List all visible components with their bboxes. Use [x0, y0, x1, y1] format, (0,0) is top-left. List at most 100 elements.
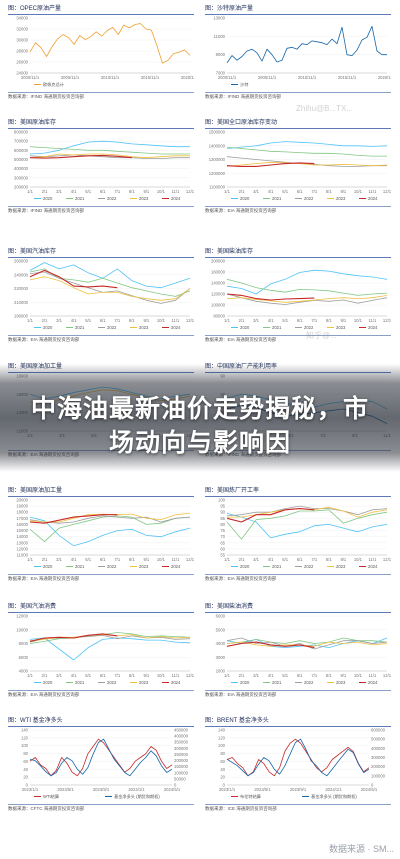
chart-plot: 2000019000180001700016000150001400013000… — [16, 498, 194, 570]
chart-panel: 图：美国汽油库存 260000 240000 220000 210000 190000 1/… — [8, 247, 194, 343]
y-tick-label: 1100000 — [209, 185, 226, 190]
y-tick-label: 210000 — [14, 300, 29, 305]
series-line — [29, 738, 173, 777]
y-tick-label: 70 — [220, 534, 225, 539]
legend-label: 2023 — [336, 325, 346, 330]
chart-panel: 图：BRENT 基金净多头 140 120 100 80 60 40 20 0 600000 500… — [205, 716, 391, 812]
y-tick-label: 19000 — [16, 504, 28, 509]
y2-tick-label: 500000 — [371, 737, 386, 742]
x-tick-label: 2005/11/1 — [61, 75, 80, 80]
y-tick-label: 1400000 — [209, 143, 226, 148]
series-line — [29, 515, 191, 542]
x-tick-label: 5/1 — [282, 673, 288, 678]
x-tick-label: 2023/5/1 — [254, 787, 271, 792]
legend-label: 2022 — [107, 680, 117, 685]
x-tick-label: 2024/1/1 — [325, 787, 342, 792]
x-tick-label: 11/1 — [369, 189, 378, 194]
x-tick-label: 5/1 — [282, 557, 288, 562]
x-tick-label: 1/1 — [27, 557, 33, 562]
title-banner — [0, 364, 400, 472]
x-tick-label: 6/1 — [100, 318, 106, 323]
y-tick-label: 40 — [220, 767, 225, 772]
y-tick-label: 3000 — [216, 655, 226, 660]
y-tick-label: 6000 — [216, 614, 226, 619]
chart-title: 图：美国汽油消费 — [8, 602, 194, 613]
legend-label: 2024 — [368, 196, 378, 201]
series-line — [226, 509, 388, 540]
y-tick-label: 26000 — [16, 60, 28, 65]
legend-label: 基金净多头 (期货和期权) — [311, 793, 357, 800]
chart-source: 数据来源：EIA 海通期货投资咨询部 — [205, 335, 391, 344]
legend-label: 2022 — [304, 196, 314, 201]
x-tick-label: 2023/9/1 — [93, 787, 110, 792]
y2-tick-label: 300000 — [174, 746, 189, 751]
series-line — [226, 293, 315, 301]
y-tick-label: 8000 — [19, 641, 29, 646]
y-tick-label: 200000 — [14, 185, 29, 190]
y-tick-label: 55 — [220, 553, 225, 558]
y-tick-label: 5000 — [216, 627, 226, 632]
legend-label: 2023 — [336, 680, 346, 685]
x-tick-label: 4/1 — [71, 673, 77, 678]
legend-label: 2021 — [272, 325, 282, 330]
y-tick-label: 75 — [220, 528, 225, 533]
y-tick-label: 80 — [220, 522, 225, 527]
x-tick-label: 8/1 — [129, 189, 135, 194]
x-tick-label: 8/1 — [129, 318, 135, 323]
x-tick-label: 11/1 — [172, 557, 181, 562]
legend-label: 2022 — [304, 680, 314, 685]
x-tick-label: 10/1 — [157, 557, 166, 562]
x-tick-label: 7/1 — [114, 673, 120, 678]
y2-tick-label: 0 — [371, 783, 374, 788]
chart-plot: 800000 700000 600000 500000 400000 300000 2000… — [14, 130, 194, 202]
y-tick-label: 80 — [220, 751, 225, 756]
legend-label: 2020 — [240, 564, 250, 569]
y-tick-label: 65 — [220, 540, 225, 545]
x-tick-label: 7/1 — [114, 189, 120, 194]
legend-label: 2021 — [75, 196, 85, 201]
legend-label: 2020 — [240, 196, 250, 201]
x-tick-label: 11/1 — [369, 557, 378, 562]
y-tick-label: 0 — [26, 783, 29, 788]
y-tick-label: 7000 — [216, 71, 226, 76]
y-tick-label: 60 — [23, 759, 28, 764]
legend-label: 2023 — [139, 196, 149, 201]
x-tick-label: 12/1 — [186, 189, 194, 194]
y-tick-label: 700000 — [14, 139, 29, 144]
x-tick-label: 4/1 — [268, 557, 274, 562]
x-tick-label: 2/1 — [42, 673, 48, 678]
x-tick-label: 3/1 — [56, 318, 62, 323]
y2-tick-label: 0 — [174, 783, 177, 788]
series-line — [29, 23, 191, 64]
x-tick-label: 5/1 — [282, 318, 288, 323]
x-tick-label: 2/1 — [42, 557, 48, 562]
x-tick-label: 2/1 — [239, 318, 245, 323]
legend-label: 2024 — [368, 680, 378, 685]
legend-label: 2024 — [368, 564, 378, 569]
x-tick-label: 12/1 — [383, 557, 391, 562]
x-tick-label: 1/1 — [27, 673, 33, 678]
y-tick-label: 500000 — [14, 157, 29, 162]
y-tick-label: 20000 — [16, 498, 28, 503]
series-line — [226, 161, 388, 167]
y-tick-label: 40 — [23, 767, 28, 772]
x-tick-label: 3/1 — [56, 557, 62, 562]
y-tick-label: 600000 — [14, 148, 29, 153]
x-tick-label: 9/1 — [143, 189, 149, 194]
legend-label: 2023 — [336, 196, 346, 201]
series-line — [29, 140, 190, 155]
x-tick-label: 9/1 — [340, 189, 346, 194]
y2-tick-label: 50000 — [174, 776, 186, 781]
series-line — [29, 271, 191, 304]
y-tick-label: 100 — [21, 743, 29, 748]
chart-title: 图：BRENT 基金净多头 — [205, 716, 391, 727]
x-tick-label: 9/1 — [340, 318, 346, 323]
chart-source: 数据来源：EIA 海通期货投资咨询部 — [8, 574, 194, 583]
x-tick-label: 1/1 — [224, 189, 230, 194]
legend-label: 2024 — [171, 325, 181, 330]
x-tick-label: 5/1 — [85, 189, 91, 194]
chart-plot: 140 120 100 80 60 40 20 0 600000 500000 400000 3000… — [218, 728, 386, 801]
series-line — [29, 154, 190, 159]
y-tick-label: 20 — [23, 775, 28, 780]
